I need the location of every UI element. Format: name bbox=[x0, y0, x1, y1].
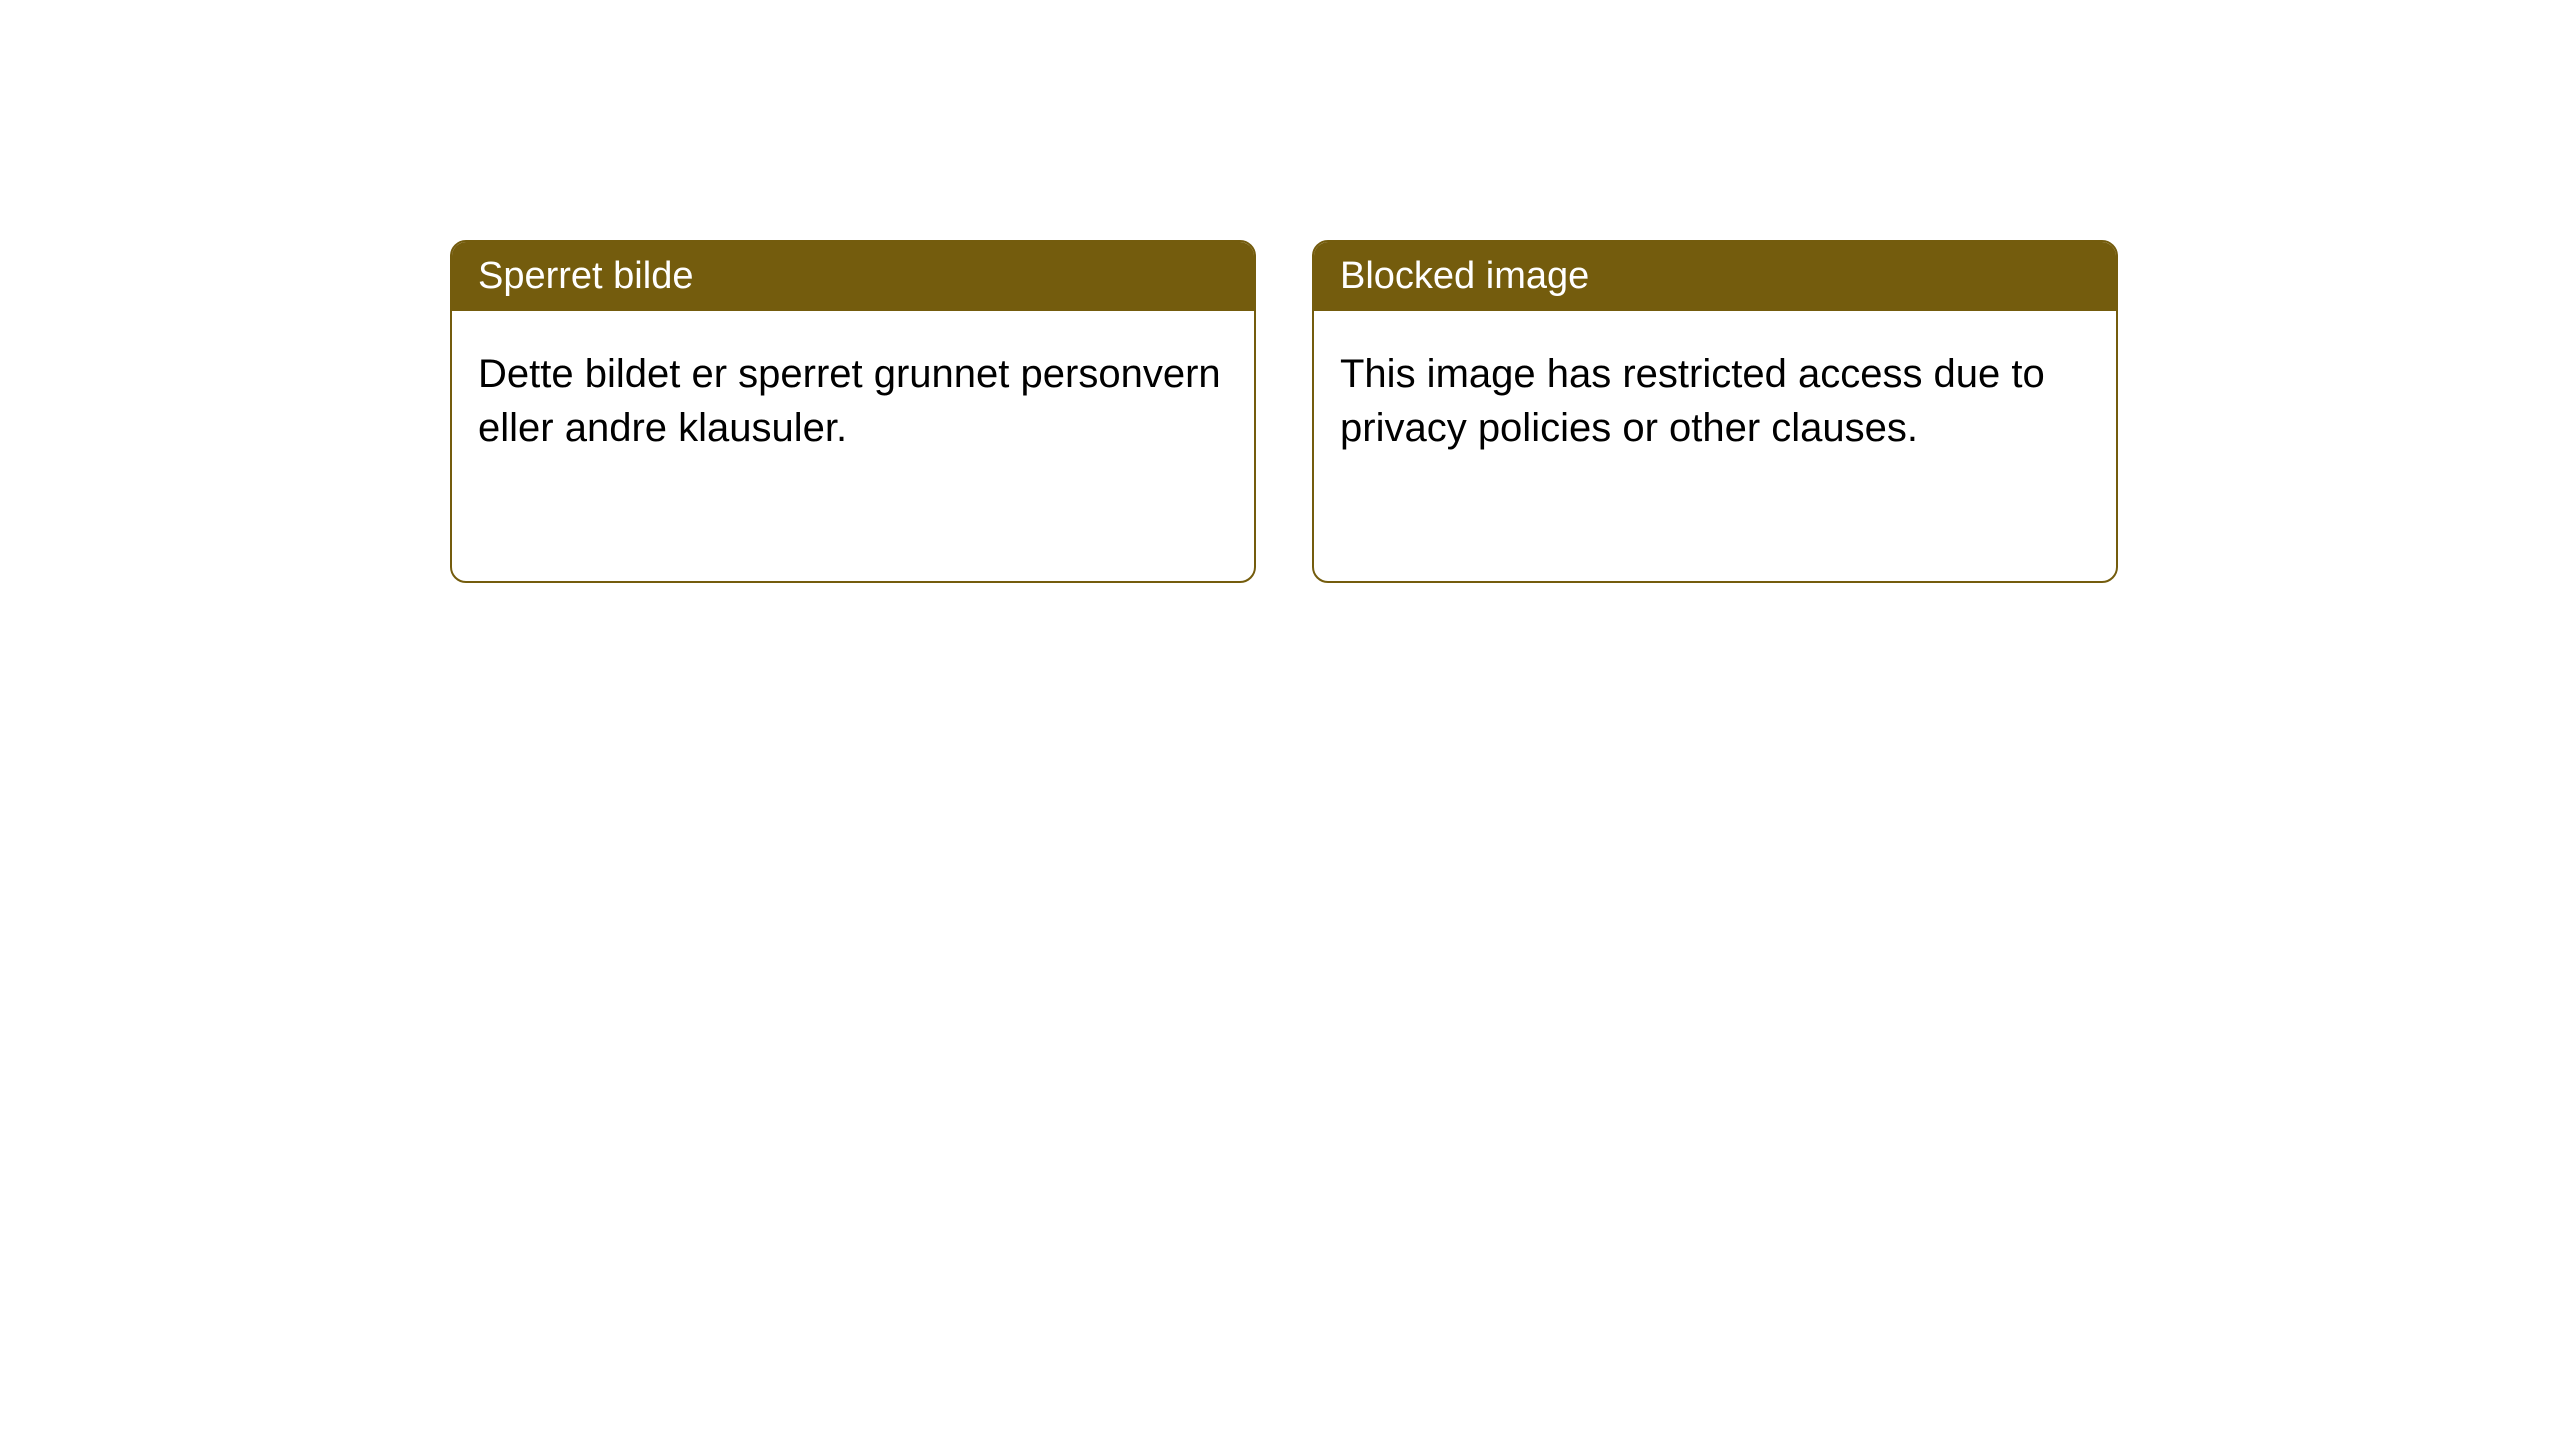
message-container: Sperret bilde Dette bildet er sperret gr… bbox=[450, 240, 2118, 583]
message-body: This image has restricted access due to … bbox=[1314, 311, 2116, 581]
message-header: Sperret bilde bbox=[452, 242, 1254, 311]
message-box-english: Blocked image This image has restricted … bbox=[1312, 240, 2118, 583]
message-header: Blocked image bbox=[1314, 242, 2116, 311]
message-box-norwegian: Sperret bilde Dette bildet er sperret gr… bbox=[450, 240, 1256, 583]
message-body: Dette bildet er sperret grunnet personve… bbox=[452, 311, 1254, 581]
